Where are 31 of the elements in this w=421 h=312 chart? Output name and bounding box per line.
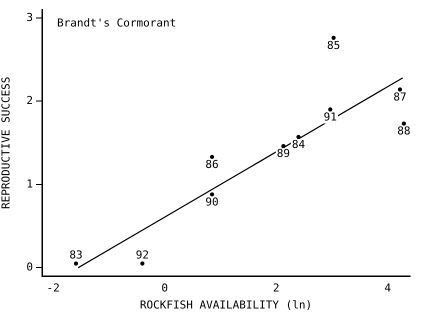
point	[210, 154, 214, 160]
x-axis-title: ROCKFISH AVAILABILITY (ln)	[140, 298, 312, 312]
y-tick-label: 2	[26, 94, 33, 108]
point	[296, 134, 301, 140]
annotation: 92	[136, 248, 149, 262]
point	[328, 107, 332, 112]
point	[332, 36, 336, 40]
annotation: 88	[397, 124, 410, 138]
text: Brandt's Cormorant	[57, 16, 176, 30]
y-tick-label: 3	[26, 10, 33, 24]
point	[402, 122, 406, 126]
x-tick-label: -2	[46, 281, 60, 294]
y-axis-title: REPRODUCTIVE SUCCESS	[0, 76, 12, 210]
x-tick-label: 0	[161, 281, 168, 294]
annotation: 84	[292, 138, 306, 151]
x-tick-label: 4	[384, 281, 392, 294]
annotation: 85	[326, 38, 340, 52]
annotation: 83	[69, 248, 83, 262]
annotation: 89	[276, 146, 290, 160]
annotation: 87	[393, 90, 407, 104]
annotation: 90	[205, 195, 219, 208]
point	[281, 144, 286, 148]
point	[398, 87, 402, 92]
point	[210, 192, 214, 197]
y-tick-label: 1	[26, 177, 33, 190]
x-tick-label: 2	[272, 281, 280, 294]
annotation: 86	[205, 158, 219, 171]
y-tick-label: 0	[26, 260, 33, 274]
annotation: 91	[324, 110, 337, 124]
point	[140, 261, 144, 266]
point	[74, 261, 78, 266]
